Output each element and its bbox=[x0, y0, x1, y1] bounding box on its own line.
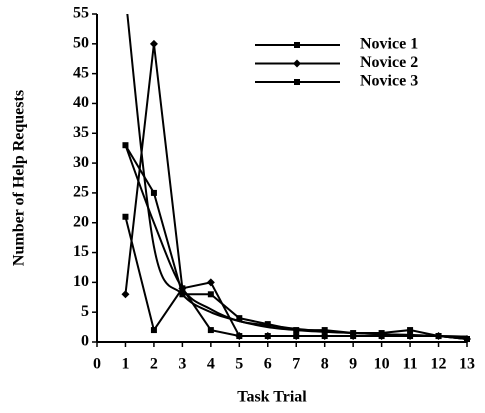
y-tick-label: 40 bbox=[73, 94, 89, 111]
y-tick-label: 55 bbox=[73, 5, 89, 22]
data-point bbox=[207, 291, 214, 298]
data-point bbox=[121, 290, 130, 299]
data-point bbox=[206, 278, 215, 287]
data-point bbox=[406, 332, 415, 341]
data-point bbox=[150, 327, 157, 334]
y-tick-label: 35 bbox=[73, 124, 89, 141]
data-point bbox=[435, 333, 442, 340]
data-point bbox=[122, 142, 129, 149]
y-tick-label: 45 bbox=[73, 64, 89, 81]
data-point bbox=[464, 336, 470, 343]
y-tick-label: 0 bbox=[81, 333, 89, 350]
data-point bbox=[150, 189, 157, 196]
data-point bbox=[264, 321, 271, 328]
y-tick-label: 20 bbox=[73, 213, 89, 230]
x-tick-label: 11 bbox=[403, 356, 418, 373]
x-tick-label: 1 bbox=[121, 356, 129, 373]
data-point bbox=[320, 332, 329, 341]
y-tick-label: 10 bbox=[73, 273, 89, 290]
y-tick-label: 5 bbox=[81, 303, 89, 320]
legend-marker bbox=[294, 42, 300, 48]
x-tick-label: 9 bbox=[349, 356, 357, 373]
data-point bbox=[207, 327, 214, 334]
x-tick-label: 5 bbox=[235, 356, 243, 373]
y-axis-label: Number of Help Requests bbox=[11, 90, 28, 266]
data-point bbox=[179, 291, 186, 298]
x-tick-label: 12 bbox=[431, 356, 447, 373]
x-tick-label: 7 bbox=[292, 356, 300, 373]
data-point bbox=[149, 39, 158, 48]
legend-label: Novice 3 bbox=[360, 73, 418, 90]
data-point bbox=[292, 332, 301, 341]
data-point bbox=[321, 327, 328, 334]
data-point bbox=[350, 330, 357, 337]
data-point bbox=[263, 332, 272, 341]
data-point bbox=[293, 327, 300, 334]
x-tick-label: 0 bbox=[93, 356, 101, 373]
y-tick-label: 15 bbox=[73, 243, 89, 260]
x-tick-label: 8 bbox=[321, 356, 329, 373]
x-tick-label: 3 bbox=[178, 356, 186, 373]
x-axis-label: Task Trial bbox=[237, 389, 307, 406]
y-tick-label: 25 bbox=[73, 184, 89, 201]
x-tick-label: 2 bbox=[150, 356, 158, 373]
x-tick-label: 6 bbox=[264, 356, 272, 373]
x-tick-label: 10 bbox=[374, 356, 390, 373]
y-tick-label: 30 bbox=[73, 154, 89, 171]
data-point bbox=[378, 330, 385, 337]
legend-label: Novice 2 bbox=[360, 54, 418, 71]
legend-label: Novice 1 bbox=[360, 36, 418, 53]
data-point bbox=[236, 315, 243, 322]
data-point bbox=[407, 327, 414, 334]
data-point bbox=[178, 284, 187, 293]
x-tick-label: 13 bbox=[459, 356, 475, 373]
x-tick-label: 4 bbox=[207, 356, 215, 373]
data-point bbox=[235, 332, 244, 341]
data-point bbox=[122, 213, 129, 220]
legend-marker bbox=[294, 79, 300, 85]
legend-marker bbox=[293, 59, 301, 68]
y-tick-label: 50 bbox=[73, 34, 89, 51]
